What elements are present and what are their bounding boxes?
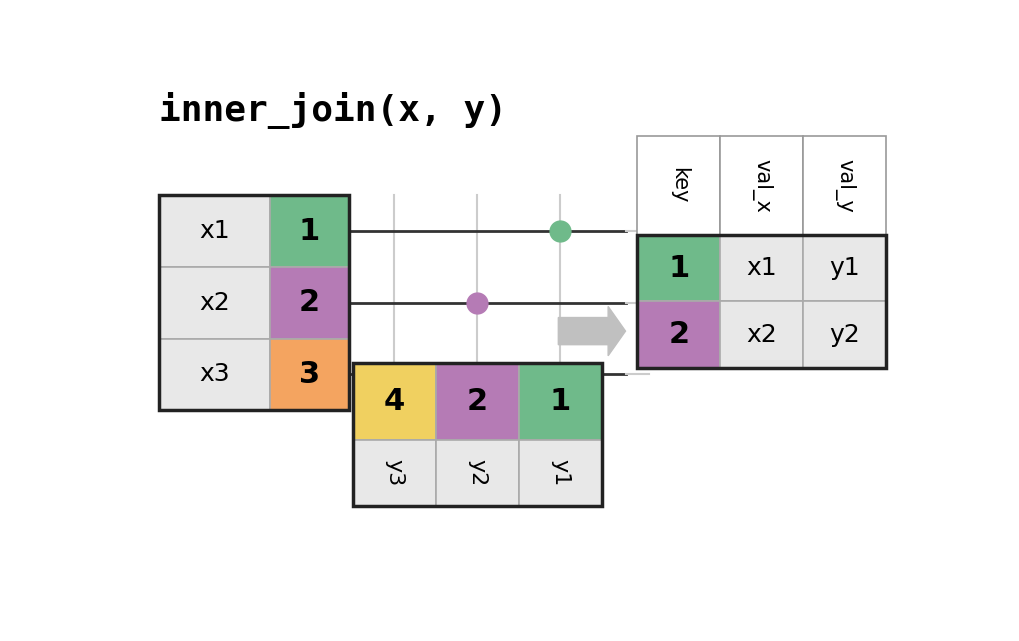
Text: y1: y1 [828, 256, 859, 280]
Text: y3: y3 [384, 460, 404, 487]
Text: x3: x3 [199, 362, 229, 387]
Text: 4: 4 [383, 387, 405, 416]
Text: inner_join(x, y): inner_join(x, y) [159, 92, 506, 129]
Bar [637, 301, 719, 368]
Text: 2: 2 [467, 387, 487, 416]
Bar [519, 440, 601, 506]
Bar [159, 338, 269, 410]
Bar [803, 301, 886, 368]
Bar [637, 235, 719, 301]
Bar [353, 440, 435, 506]
Bar [269, 196, 348, 267]
Bar [637, 136, 719, 235]
Bar [719, 136, 803, 235]
Text: val_y: val_y [834, 158, 855, 212]
Bar [159, 196, 269, 267]
Text: x2: x2 [199, 291, 229, 315]
Text: 1: 1 [299, 217, 320, 246]
Text: x1: x1 [746, 256, 776, 280]
Text: x1: x1 [199, 219, 229, 243]
Text: 2: 2 [299, 288, 320, 317]
Bar [637, 235, 886, 368]
Bar [435, 440, 519, 506]
Bar [519, 363, 601, 440]
Text: 1: 1 [549, 387, 571, 416]
Bar [719, 235, 803, 301]
Bar [353, 363, 601, 506]
Text: y1: y1 [550, 460, 570, 487]
Text: key: key [668, 167, 688, 204]
Bar [803, 235, 886, 301]
Text: y2: y2 [467, 460, 487, 487]
Text: 1: 1 [667, 254, 689, 283]
Bar [353, 363, 435, 440]
Text: 2: 2 [667, 320, 689, 349]
Bar [159, 267, 269, 338]
Bar [435, 363, 519, 440]
Text: x2: x2 [746, 323, 776, 347]
Bar [159, 196, 348, 410]
Bar [719, 301, 803, 368]
FancyArrow shape [557, 306, 625, 356]
Text: y2: y2 [828, 323, 859, 347]
Bar [269, 338, 348, 410]
Bar [803, 136, 886, 235]
Bar [269, 267, 348, 338]
Text: val_x: val_x [751, 158, 771, 212]
Text: 3: 3 [299, 360, 320, 389]
